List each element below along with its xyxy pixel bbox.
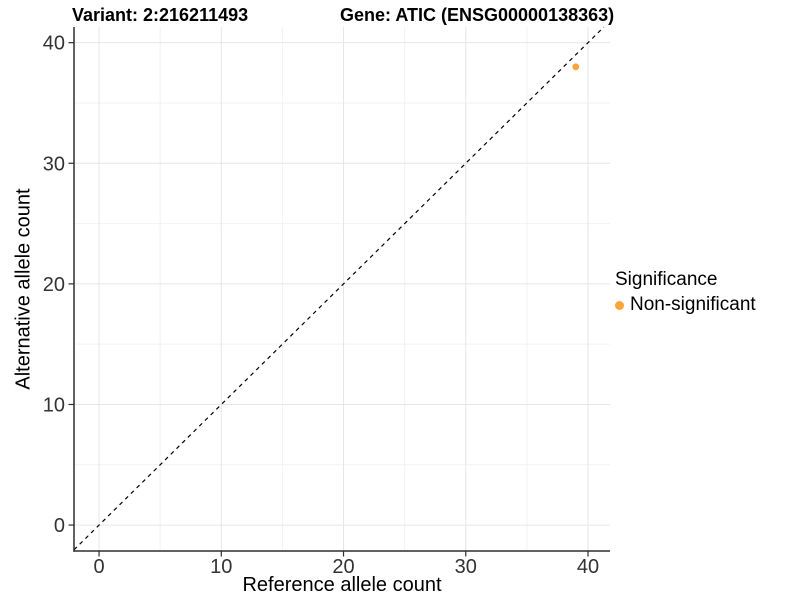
gene-title: Gene: ATIC (ENSG00000138363) xyxy=(340,5,615,25)
y-tick-label: 0 xyxy=(54,515,65,537)
legend-title: Significance xyxy=(615,269,718,290)
x-tick-label: 10 xyxy=(210,556,232,578)
legend-item-label: Non-significant xyxy=(630,294,756,315)
x-tick-label: 40 xyxy=(577,556,599,578)
y-tick-label: 30 xyxy=(43,153,65,175)
x-tick-label: 0 xyxy=(93,556,104,578)
variant-title: Variant: 2:216211493 xyxy=(72,5,249,25)
x-tick-label: 20 xyxy=(332,556,354,578)
identity-dashed-line xyxy=(73,26,605,551)
y-axis-title: Alternative allele count xyxy=(12,188,35,390)
x-axis-title: Reference allele count xyxy=(242,574,442,596)
y-tick-label: 40 xyxy=(43,33,65,55)
x-tick-label: 30 xyxy=(455,556,477,578)
legend: Significance Non-significant xyxy=(615,269,756,316)
y-tick-label: 10 xyxy=(43,394,65,416)
legend-point-swatch xyxy=(615,300,624,310)
legend-item-non-significant: Non-significant xyxy=(615,294,756,316)
data-point xyxy=(572,63,580,71)
y-tick-label: 20 xyxy=(43,274,65,296)
